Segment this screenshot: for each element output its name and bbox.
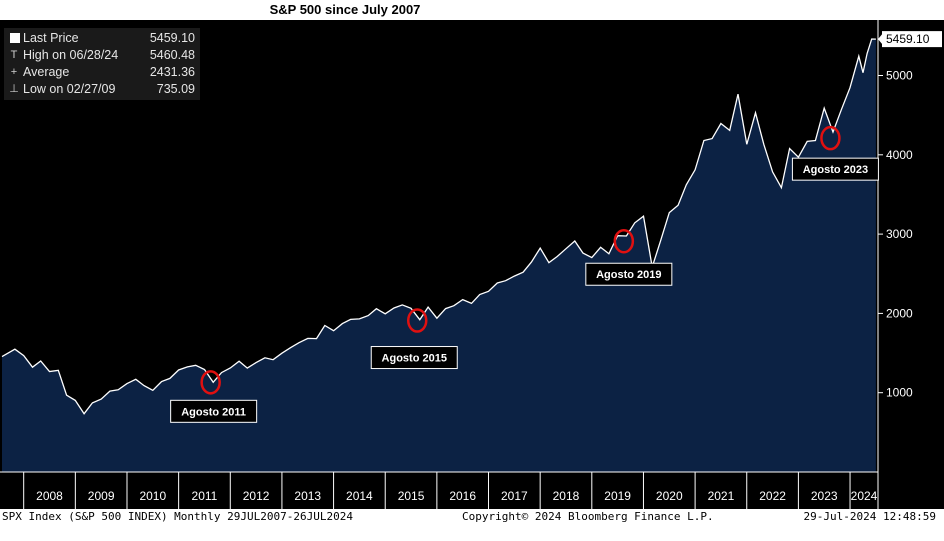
x-tick-label: 2012 bbox=[243, 489, 270, 503]
footer-bar: SPX Index (S&P 500 INDEX) Monthly 29JUL2… bbox=[0, 509, 944, 541]
footer-left: SPX Index (S&P 500 INDEX) Monthly 29JUL2… bbox=[2, 510, 353, 523]
x-tick-label: 2008 bbox=[36, 489, 63, 503]
x-tick-label: 2014 bbox=[346, 489, 373, 503]
x-tick-label: 2017 bbox=[501, 489, 528, 503]
legend-box: Last Price 5459.10 T High on 06/28/24 54… bbox=[4, 28, 200, 100]
x-tick-label: 2018 bbox=[553, 489, 580, 503]
legend-value: 5459.10 bbox=[149, 31, 195, 45]
annotation-box bbox=[791, 157, 879, 181]
legend-high: T High on 06/28/24 5460.48 bbox=[4, 47, 200, 63]
annotation-circle bbox=[613, 228, 635, 254]
annotation-box bbox=[170, 399, 258, 423]
annotation-circle bbox=[406, 308, 428, 333]
legend-label: Last Price bbox=[23, 31, 79, 45]
chart-title: S&P 500 since July 2007 bbox=[269, 2, 421, 17]
legend-value: 5460.48 bbox=[149, 48, 195, 62]
y-tick-label: 4000 bbox=[886, 148, 913, 162]
legend-value: 735.09 bbox=[156, 82, 195, 96]
x-tick-label: 2022 bbox=[759, 489, 786, 503]
x-tick-label: 2015 bbox=[398, 489, 425, 503]
annotation-circle bbox=[200, 370, 221, 395]
x-tick-label: 2011 bbox=[192, 489, 218, 503]
x-tick-label: 2009 bbox=[88, 489, 115, 503]
annotation-box bbox=[370, 346, 458, 370]
footer-timestamp: 29-Jul-2024 12:48:59 bbox=[803, 510, 936, 523]
legend-label: Low on 02/27/09 bbox=[23, 82, 116, 96]
price-area bbox=[2, 39, 876, 472]
y-tick-label: 2000 bbox=[886, 306, 913, 320]
x-tick-label: 2021 bbox=[708, 489, 735, 503]
annotation-box bbox=[585, 262, 673, 286]
square-icon bbox=[10, 33, 20, 43]
price-chart: 1000 2000 3000 4000 5000 5459.10 2008 2009 2010 2… bbox=[0, 20, 942, 509]
last-price-box bbox=[882, 31, 942, 48]
average-marker-icon: + bbox=[10, 66, 18, 78]
x-tick-label: 2013 bbox=[294, 489, 321, 503]
footer-copyright: Copyright© 2024 Bloomberg Finance L.P. bbox=[462, 510, 714, 523]
last-price-pointer bbox=[878, 33, 883, 46]
legend-last-price: Last Price 5459.10 bbox=[4, 30, 200, 46]
y-tick-label: 5000 bbox=[886, 69, 913, 83]
legend-label: High on 06/28/24 bbox=[23, 48, 119, 62]
legend-average: + Average 2431.36 bbox=[4, 64, 200, 80]
legend-low: ⊥ Low on 02/27/09 735.09 bbox=[4, 81, 200, 97]
x-tick-label: 2020 bbox=[656, 489, 683, 503]
high-marker-icon: T bbox=[10, 49, 18, 61]
legend-value: 2431.36 bbox=[149, 65, 195, 79]
legend-label: Average bbox=[23, 65, 70, 79]
annotation-label: Agosto 2015 bbox=[382, 353, 447, 365]
y-tick-label: 3000 bbox=[886, 227, 913, 241]
x-tick-label: 2019 bbox=[604, 489, 631, 503]
x-tick-label: 2016 bbox=[449, 489, 476, 503]
price-line bbox=[1, 38, 876, 415]
annotation-label: Agosto 2023 bbox=[803, 164, 868, 176]
x-tick-label: 2024 bbox=[851, 489, 878, 503]
x-tick-label: 2023 bbox=[811, 489, 838, 503]
annotation-label: Agosto 2011 bbox=[181, 406, 246, 418]
annotation-circle bbox=[820, 125, 841, 151]
y-tick-label: 1000 bbox=[886, 386, 913, 400]
annotation-label: Agosto 2019 bbox=[596, 269, 661, 281]
low-marker-icon: ⊥ bbox=[9, 83, 19, 95]
x-tick-label: 2010 bbox=[139, 489, 166, 503]
last-price-label: 5459.10 bbox=[886, 32, 930, 46]
